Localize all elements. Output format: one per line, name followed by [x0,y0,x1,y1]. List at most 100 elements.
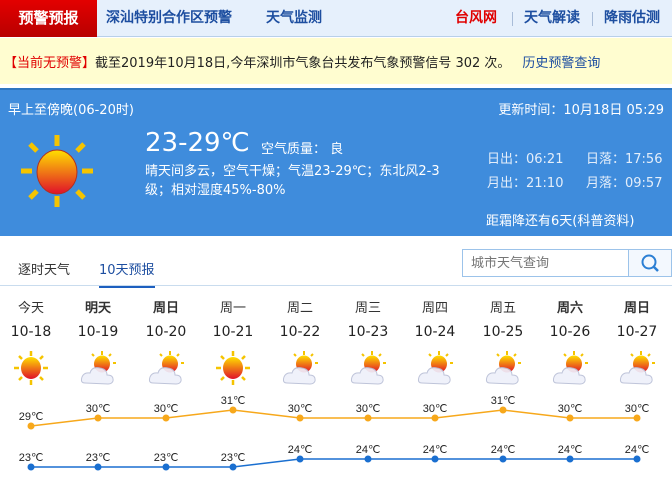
partly-cloudy-icon [552,351,588,385]
high-temp-point [364,414,372,422]
low-temp-label: 23℃ [154,452,179,464]
forecast-date: 10-20 [145,324,187,340]
city-search [462,249,672,277]
sunrise: 日出：06:21 [487,152,564,167]
nav-item-typhoon[interactable]: 台风网 [455,10,497,26]
partly-cloudy-icon [619,351,655,385]
temperature-range: 23-29℃ [145,128,250,158]
sunset: 日落：17:56 [586,152,663,167]
partly-cloudy-icon [417,351,453,385]
tab-10-day[interactable]: 10天预报 [99,259,155,288]
moonset: 月落：09:57 [586,176,663,191]
high-temp-label: 30℃ [625,403,650,415]
low-temp-point [633,455,641,463]
high-temp-label: 31℃ [221,395,246,407]
high-temp-point [229,406,237,414]
sunny-icon [14,351,48,385]
low-temp-point [162,463,170,471]
tab-hourly[interactable]: 逐时天气 [18,263,71,278]
low-temp-label: 24℃ [625,444,650,456]
nav-item-shenshan[interactable]: 深汕特别合作区预警 [106,10,232,26]
high-temp-label: 30℃ [558,403,583,415]
sunny-icon [21,135,93,207]
warning-bar: 【当前无预警】截至2019年10月18日,今年深圳市气象台共发布气象预警信号 3… [0,38,672,84]
search-button[interactable] [628,250,671,276]
forecast-tabs: 逐时天气 10天预报 [0,250,672,288]
high-temp-label: 30℃ [423,403,448,415]
low-temp-label: 23℃ [221,452,246,464]
low-temp-point [499,455,507,463]
moonrise: 月出：21:10 [487,176,564,191]
nav-item-interpretation[interactable]: 天气解读 [524,10,580,26]
low-temp-point [431,455,439,463]
high-temp-label: 30℃ [86,403,111,415]
high-temp-label: 30℃ [356,403,381,415]
low-temp-point [566,455,574,463]
frost-countdown-link[interactable]: 距霜降还有6天(科普资料) [486,214,635,229]
high-temp-point [296,414,304,422]
low-temp-label: 23℃ [86,452,111,464]
forecast-day: 明天 [84,301,111,316]
high-temp-point [27,422,35,430]
forecast-date: 10-25 [482,324,524,340]
low-temp-point [27,463,35,471]
today-panel: 早上至傍晚(06-20时) 更新时间：10月18日 05:29 23-29℃ 空… [0,88,672,236]
forecast-day: 今天 [17,301,44,316]
low-temp-point [94,463,102,471]
forecast-day: 周五 [489,301,516,316]
high-temp-label: 31℃ [491,395,516,407]
temperature-chart: 29℃ 30℃ 30℃ 31℃ 30℃ 30℃ 30℃ 31℃ 30℃ 30℃ 23℃ 23℃ 23℃ 2… [19,395,650,471]
forecast-day: 周二 [286,301,313,316]
city-search-input[interactable] [463,250,629,276]
warning-text: 截至2019年10月18日,今年深圳市气象台共发布气象预警信号 302 次。 [95,56,511,71]
low-temp-point [296,455,304,463]
forecast-date: 10-26 [549,324,591,340]
high-temp-label: 29℃ [19,411,44,423]
high-temp-point [499,406,507,414]
partly-cloudy-icon [148,351,184,385]
forecast-day: 周日 [623,301,650,316]
forecast-date: 10-24 [414,324,456,340]
forecast-date: 10-22 [279,324,321,340]
forecast-date: 10-19 [77,324,119,340]
forecast-date: 10-21 [212,324,254,340]
low-temp-point [364,455,372,463]
nav-tab-warning[interactable]: 预警预报 [0,0,97,37]
sunny-icon [216,351,250,385]
high-temp-point [162,414,170,422]
low-temp-label: 24℃ [558,444,583,456]
high-temp-line [30,409,637,427]
high-temp-point [431,414,439,422]
history-warning-link[interactable]: 历史预警查询 [522,56,601,71]
update-time: 更新时间：10月18日 05:29 [498,103,664,118]
partly-cloudy-icon [282,351,318,385]
weather-description: 晴天间多云，空气干燥；气温23-29℃；东北风2-3级；相对湿度45%-80% [145,164,440,198]
nav-divider [592,12,593,26]
forecast-date: 10-18 [10,324,52,340]
nav-item-rainfall[interactable]: 降雨估测 [604,10,660,26]
partly-cloudy-icon [350,351,386,385]
low-temp-point [229,463,237,471]
high-temp-label: 30℃ [288,403,313,415]
warning-status: 【当前无预警】 [4,56,96,71]
high-temp-point [633,414,641,422]
partly-cloudy-icon [485,351,521,385]
forecast-day: 周日 [152,301,179,316]
low-temp-label: 24℃ [491,444,516,456]
nav-item-monitoring[interactable]: 天气监测 [266,10,322,26]
low-temp-label: 23℃ [19,452,44,464]
top-nav: 预警预报 深汕特别合作区预警 天气监测 台风网 天气解读 降雨估测 [0,0,672,37]
low-temp-label: 24℃ [288,444,313,456]
period: 早上至傍晚(06-20时) [8,103,134,118]
forecast-day: 周三 [354,301,381,316]
high-temp-point [566,414,574,422]
forecast-day: 周一 [219,301,246,316]
low-temp-label: 24℃ [423,444,448,456]
forecast-date: 10-27 [616,324,658,340]
forecast-date: 10-23 [347,324,389,340]
air-quality: 空气质量： 良 [261,142,344,157]
nav-divider [512,12,513,26]
high-temp-point [94,414,102,422]
forecast-day: 周六 [556,301,583,316]
partly-cloudy-icon [80,351,116,385]
